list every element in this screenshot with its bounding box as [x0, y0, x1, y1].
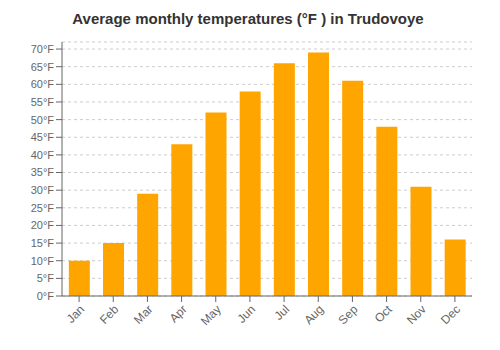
svg-text:40°F: 40°F — [31, 149, 55, 161]
svg-text:45°F: 45°F — [31, 131, 55, 143]
svg-text:55°F: 55°F — [31, 96, 55, 108]
svg-text:0°F: 0°F — [37, 290, 55, 302]
svg-text:20°F: 20°F — [31, 219, 55, 231]
svg-text:Aug: Aug — [301, 302, 326, 327]
svg-text:Jun: Jun — [234, 302, 258, 326]
svg-text:Apr: Apr — [167, 302, 190, 325]
svg-text:Oct: Oct — [372, 302, 396, 326]
svg-text:65°F: 65°F — [31, 61, 55, 73]
svg-text:5°F: 5°F — [37, 272, 55, 284]
svg-text:30°F: 30°F — [31, 184, 55, 196]
svg-text:Sep: Sep — [336, 302, 361, 327]
html-text:Average monthly temperatures (: Average monthly temperatures (°F ) in Tr… — [72, 10, 424, 27]
svg-text:25°F: 25°F — [31, 202, 55, 214]
svg-text:May: May — [198, 302, 224, 328]
svg-text:35°F: 35°F — [31, 166, 55, 178]
svg-text:70°F: 70°F — [31, 43, 55, 55]
svg-text:Feb: Feb — [97, 302, 122, 327]
svg-text:Mar: Mar — [131, 302, 156, 327]
svg-text:Jan: Jan — [64, 302, 88, 326]
svg-text:10°F: 10°F — [31, 255, 55, 267]
svg-text:Nov: Nov — [404, 302, 429, 327]
svg-text:Jul: Jul — [271, 302, 292, 323]
svg-text:Dec: Dec — [438, 302, 463, 327]
svg-text:15°F: 15°F — [31, 237, 55, 249]
svg-text:50°F: 50°F — [31, 114, 55, 126]
svg-text:60°F: 60°F — [31, 78, 55, 90]
